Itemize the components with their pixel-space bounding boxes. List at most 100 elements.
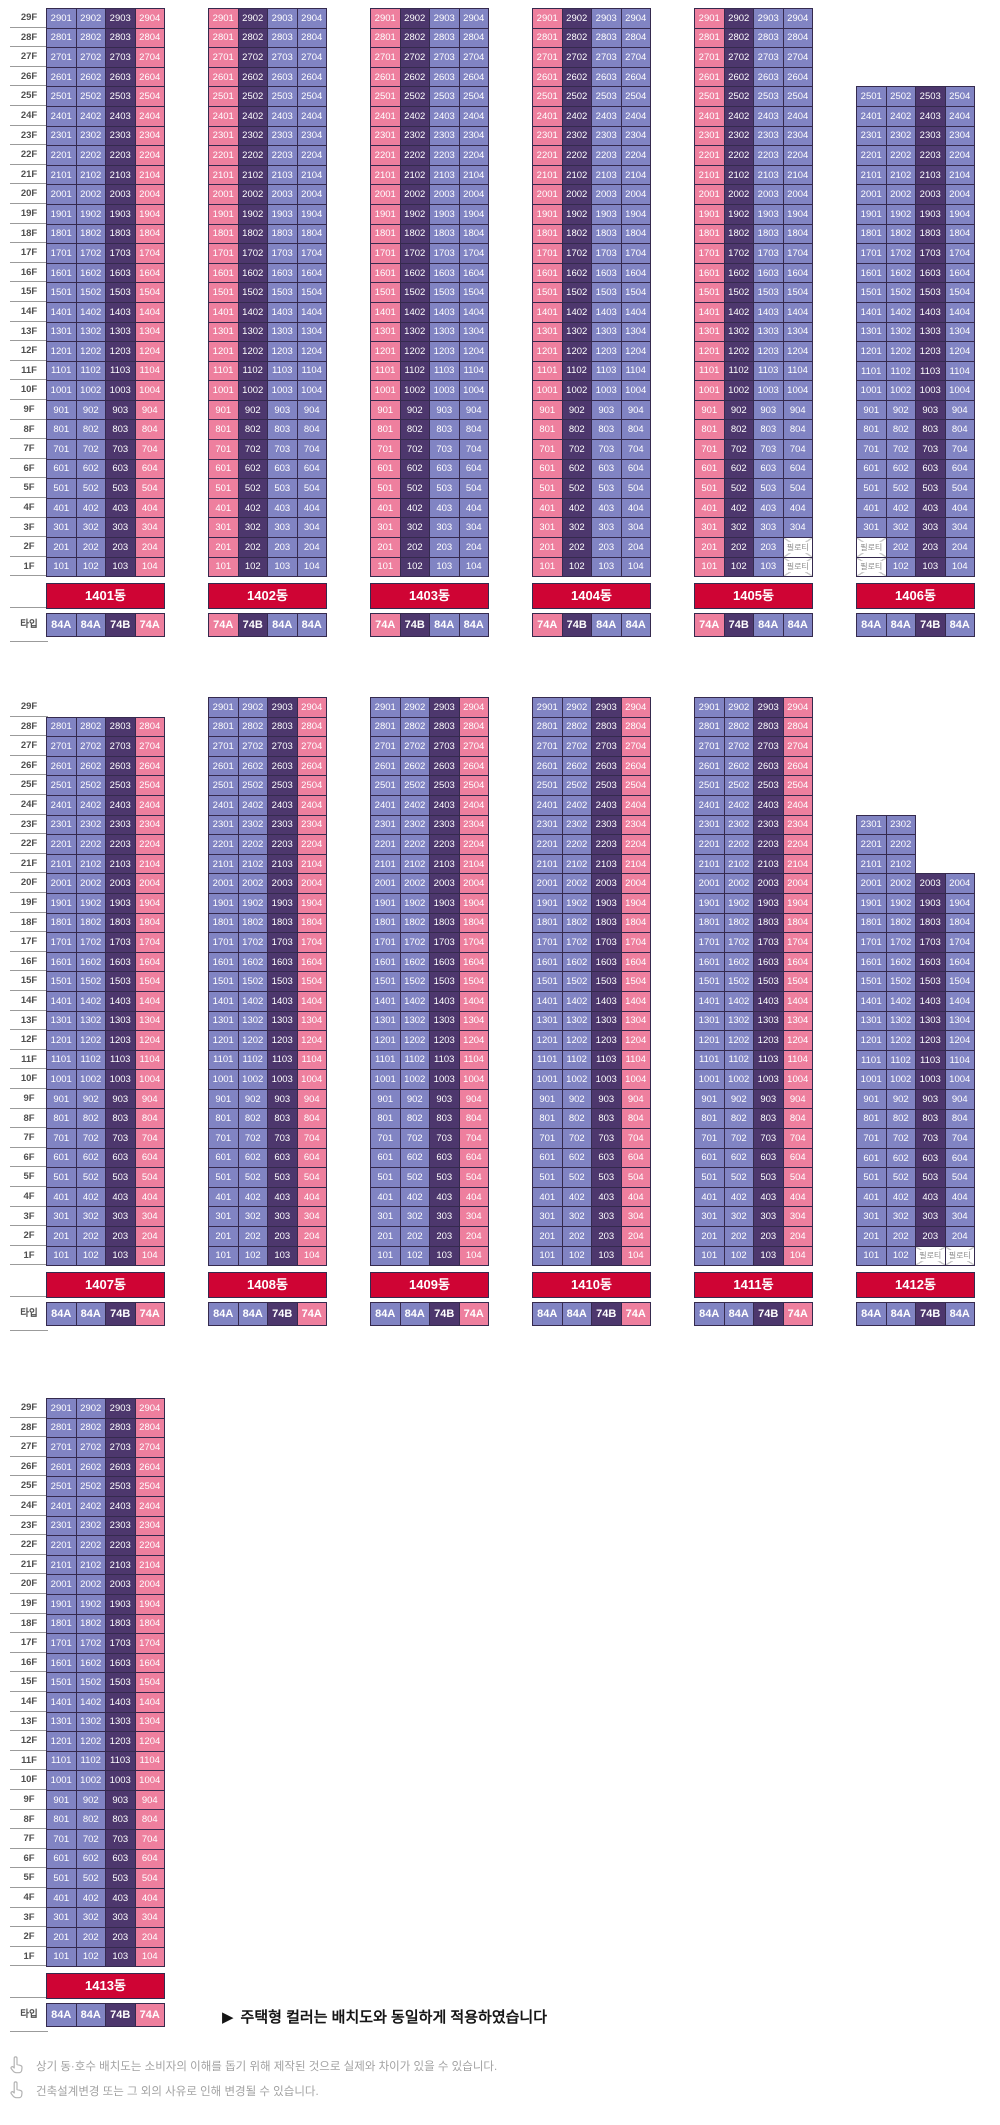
unit-cell: 703	[916, 1129, 945, 1148]
unit-cell: 1101	[47, 1050, 76, 1070]
unit-cell: 2804	[297, 28, 326, 48]
unit-cell: 1001	[857, 381, 886, 400]
building-1409-grid: 2901 2902 2903 2904 2801 2802 2803 2804 2701 2702…	[370, 697, 489, 1267]
unit-cell: 1001	[533, 381, 562, 400]
unit-cell: 2003	[592, 874, 621, 893]
unit-cell: 304	[621, 1207, 650, 1227]
unit-cell: 2301	[371, 815, 400, 835]
unit-cell: 2803	[592, 717, 621, 737]
unit-cell: 1901	[209, 204, 238, 224]
floor-label: 14F	[10, 991, 48, 1011]
unit-cell: 1403	[916, 991, 945, 1011]
unit-cell: 2104	[621, 854, 650, 874]
unit-cell: 902	[886, 400, 915, 420]
unit-cell: 2403	[268, 106, 297, 126]
unit-cell: 202	[724, 1227, 753, 1246]
unit-cell: 1603	[106, 263, 135, 283]
unit-cell: 2403	[106, 1496, 135, 1516]
unit-cell: 404	[459, 498, 488, 518]
unit-cell: 1804	[135, 1614, 164, 1634]
unit-cell: 2403	[106, 106, 135, 126]
unit-cell: 2404	[135, 795, 164, 815]
building-1401-name: 1401동	[46, 583, 165, 609]
unit-cell: 2004	[297, 185, 326, 204]
unit-cell: 803	[430, 1109, 459, 1129]
unit-cell: 1804	[783, 224, 812, 244]
unit-cell: 2303	[106, 126, 135, 146]
unit-cell: 2204	[135, 146, 164, 165]
unit-cell: 804	[783, 420, 812, 440]
unit-cell: 403	[106, 498, 135, 518]
unit-cell: 904	[945, 1089, 974, 1109]
unit-cell: 2003	[268, 185, 297, 204]
unit-cell: 2301	[47, 815, 76, 835]
unit-cell: 504	[135, 1869, 164, 1888]
unit-cell: 1402	[724, 302, 753, 322]
floor-label: 1F	[10, 1947, 48, 1967]
unit-cell: 602	[238, 459, 267, 479]
unit-cell: 902	[76, 400, 105, 420]
unit-cell: 503	[592, 479, 621, 498]
building-1404-grid: 2901 2902 2903 2904 2801 2802 2803 2804 2701 2702…	[532, 8, 651, 578]
unit-cell: 2001	[47, 1575, 76, 1594]
type-cell: 84A	[857, 1303, 886, 1325]
unit-cell: 403	[916, 498, 945, 518]
unit-cell: 2503	[754, 87, 783, 106]
unit-cell: 503	[916, 1168, 945, 1187]
unit-cell: 2101	[47, 165, 76, 185]
unit-cell: 1104	[297, 361, 326, 381]
floor-label: 17F	[10, 1633, 48, 1653]
unit-cell: 1704	[621, 244, 650, 263]
unit-cell: 1802	[562, 913, 591, 933]
floor-label: 24F	[10, 106, 48, 126]
unit-cell: 2801	[209, 28, 238, 48]
unit-cell: 1403	[268, 991, 297, 1011]
unit-cell: 1704	[297, 244, 326, 263]
unit-cell: 2902	[562, 9, 591, 28]
unit-cell: 2403	[592, 106, 621, 126]
unit-cell: 2904	[297, 9, 326, 28]
unit-cell: 504	[945, 479, 974, 498]
floor-label: 23F	[10, 815, 48, 835]
unit-cell: 1502	[562, 283, 591, 302]
unit-cell: 2202	[76, 835, 105, 854]
floor-label: 19F	[10, 1594, 48, 1614]
unit-cell: 2002	[886, 185, 915, 204]
unit-cell: 2404	[621, 106, 650, 126]
unit-cell: 1903	[430, 893, 459, 913]
unit-cell: 1003	[106, 381, 135, 400]
triangle-right-icon: ▶	[222, 2008, 234, 2026]
annotation-text: 주택형 컬러는 배치도와 동일하게 적용하였습니다	[240, 2009, 548, 2026]
unit-cell: 2102	[76, 1555, 105, 1575]
unit-cell: 204	[945, 538, 974, 557]
unit-cell: 502	[886, 1168, 915, 1187]
unit-cell: 102	[886, 1246, 915, 1266]
unit-cell: 1304	[135, 1712, 164, 1732]
unit-cell: 1802	[76, 224, 105, 244]
unit-cell: 2604	[621, 67, 650, 87]
unit-cell: 1901	[371, 204, 400, 224]
unit-cell: 1603	[592, 952, 621, 972]
unit-cell: 1202	[724, 342, 753, 361]
floor-label: 19F	[10, 204, 48, 224]
unit-cell: 1402	[76, 1692, 105, 1712]
unit-cell: 2601	[47, 1457, 76, 1477]
unit-cell: 2102	[562, 165, 591, 185]
unit-cell: 302	[76, 1908, 105, 1928]
unit-cell: 1103	[592, 361, 621, 381]
unit-cell: 302	[76, 1207, 105, 1227]
type-cell: 74B	[106, 2004, 135, 2026]
unit-cell: 304	[783, 1207, 812, 1227]
unit-cell: 1103	[106, 361, 135, 381]
unit-cell: 2601	[695, 67, 724, 87]
unit-cell: 2701	[533, 48, 562, 67]
unit-cell: 103	[592, 1246, 621, 1266]
unit-cell: 1003	[754, 381, 783, 400]
unit-cell: 302	[886, 1207, 915, 1227]
unit-cell: 202	[562, 538, 591, 557]
unit-cell: 1002	[562, 381, 591, 400]
unit-cell: 1201	[371, 342, 400, 361]
unit-cell: 401	[47, 1187, 76, 1207]
unit-cell: 1501	[695, 283, 724, 302]
unit-cell: 902	[76, 1790, 105, 1810]
